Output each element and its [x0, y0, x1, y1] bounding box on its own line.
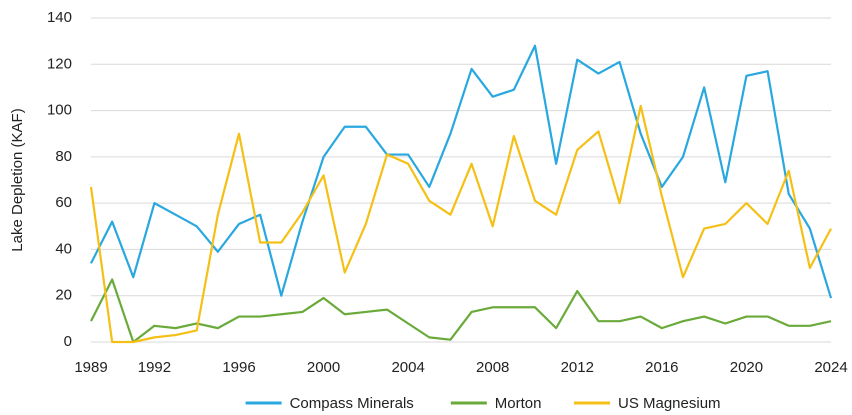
y-tick-label: 20	[55, 287, 72, 304]
x-tick-label: 2000	[307, 359, 340, 376]
x-tick-label: 2020	[730, 359, 763, 376]
legend-label: Compass Minerals	[290, 395, 414, 412]
x-tick-label: 1989	[74, 359, 107, 376]
x-tick-label: 2016	[645, 359, 678, 376]
y-axis-label: Lake Depletion (KAF)	[9, 108, 26, 251]
legend-label: Morton	[495, 395, 542, 412]
legend-label: US Magnesium	[618, 395, 721, 412]
y-tick-label: 100	[47, 102, 72, 119]
y-tick-label: 80	[55, 148, 72, 165]
series-line	[90, 278, 832, 344]
x-tick-label: 2012	[561, 359, 594, 376]
x-tick-label: 2004	[391, 359, 424, 376]
x-tick-label: 1992	[138, 359, 171, 376]
x-tick-label: 1996	[222, 359, 255, 376]
y-tick-label: 0	[64, 333, 72, 350]
y-tick-label: 140	[47, 9, 72, 26]
x-tick-label: 2024	[814, 359, 847, 376]
x-tick-label: 2008	[476, 359, 509, 376]
y-tick-label: 40	[55, 240, 72, 257]
y-tick-label: 60	[55, 194, 72, 211]
y-tick-label: 120	[47, 55, 72, 72]
series-line	[90, 44, 833, 299]
series-line	[89, 104, 832, 344]
